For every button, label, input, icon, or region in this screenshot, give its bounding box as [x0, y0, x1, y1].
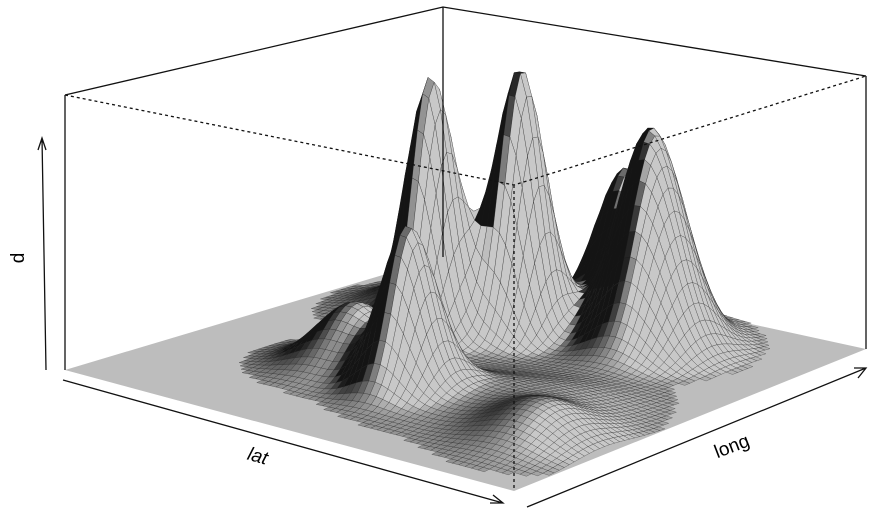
- surface-cell: [519, 471, 532, 477]
- x-axis-label: lat: [245, 444, 271, 470]
- bounding-box: [64, 6, 867, 491]
- y-axis-arrow: [526, 367, 868, 508]
- box-back-edges: [64, 6, 867, 370]
- surface-mesh: [238, 71, 771, 477]
- z-axis-label: d: [8, 253, 29, 264]
- surface-cell: [542, 470, 555, 476]
- y-axis-label: long: [711, 431, 752, 463]
- surface-cell: [501, 470, 514, 476]
- surface-cell: [531, 470, 544, 477]
- z-axis-arrow: [37, 135, 47, 371]
- box-front-top-dashed: [64, 75, 867, 491]
- x-axis-arrow: [62, 379, 505, 504]
- surface-cell: [726, 369, 738, 375]
- surface-cell: [678, 380, 691, 386]
- surface-cell: [699, 376, 712, 382]
- surface-cell: [477, 467, 490, 472]
